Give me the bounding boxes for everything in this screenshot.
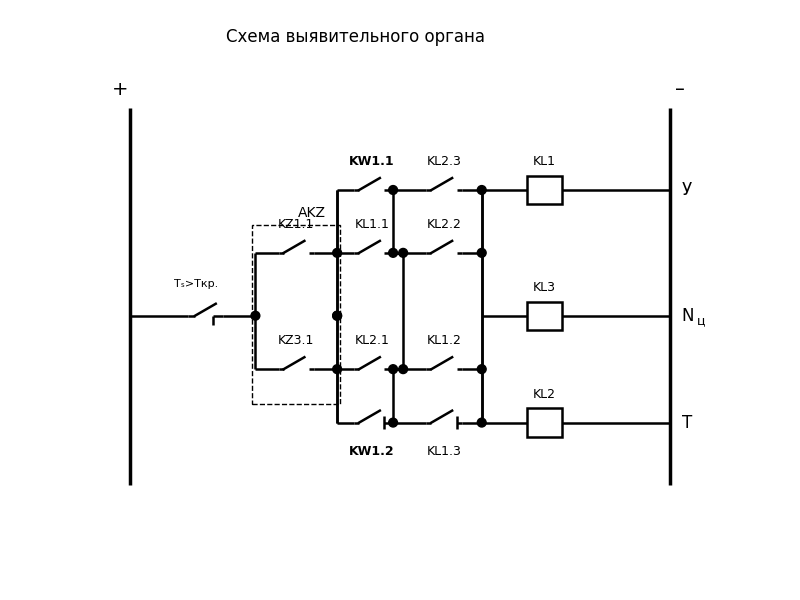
Circle shape — [333, 365, 342, 374]
Text: KL1: KL1 — [533, 155, 556, 168]
Text: KW1.2: KW1.2 — [349, 445, 394, 458]
Circle shape — [389, 365, 398, 374]
Text: KL3: KL3 — [533, 281, 556, 294]
Circle shape — [333, 248, 342, 257]
Bar — [527, 302, 562, 330]
Circle shape — [333, 311, 342, 320]
Bar — [252, 224, 340, 404]
Circle shape — [333, 311, 342, 320]
Circle shape — [389, 185, 398, 194]
Circle shape — [478, 248, 486, 257]
Text: +: + — [112, 80, 129, 99]
Bar — [527, 176, 562, 204]
Text: ц: ц — [698, 314, 706, 327]
Text: KL1.1: KL1.1 — [354, 218, 389, 231]
Text: –: – — [675, 80, 685, 99]
Text: KL1.3: KL1.3 — [426, 445, 462, 458]
Text: Т: Т — [682, 413, 692, 431]
Text: Схема выявительного органа: Схема выявительного органа — [226, 28, 486, 46]
Text: N: N — [682, 307, 694, 325]
Circle shape — [398, 248, 407, 257]
Circle shape — [251, 311, 260, 320]
Circle shape — [478, 365, 486, 374]
Text: KZ3.1: KZ3.1 — [278, 334, 314, 347]
Text: KL2: KL2 — [533, 388, 556, 401]
Text: KW1.1: KW1.1 — [349, 155, 394, 168]
Text: KL2.1: KL2.1 — [354, 334, 389, 347]
Text: У: У — [682, 181, 692, 199]
Circle shape — [478, 418, 486, 427]
Circle shape — [389, 248, 398, 257]
Text: KL1.2: KL1.2 — [426, 334, 462, 347]
Circle shape — [398, 365, 407, 374]
Text: KL2.3: KL2.3 — [426, 155, 462, 168]
Text: Tₛ>Tкр.: Tₛ>Tкр. — [174, 280, 218, 289]
Circle shape — [478, 185, 486, 194]
Text: KL2.2: KL2.2 — [426, 218, 462, 231]
Bar — [527, 409, 562, 437]
Text: AKZ: AKZ — [298, 206, 326, 220]
Circle shape — [389, 418, 398, 427]
Text: KZ1.1: KZ1.1 — [278, 218, 314, 231]
